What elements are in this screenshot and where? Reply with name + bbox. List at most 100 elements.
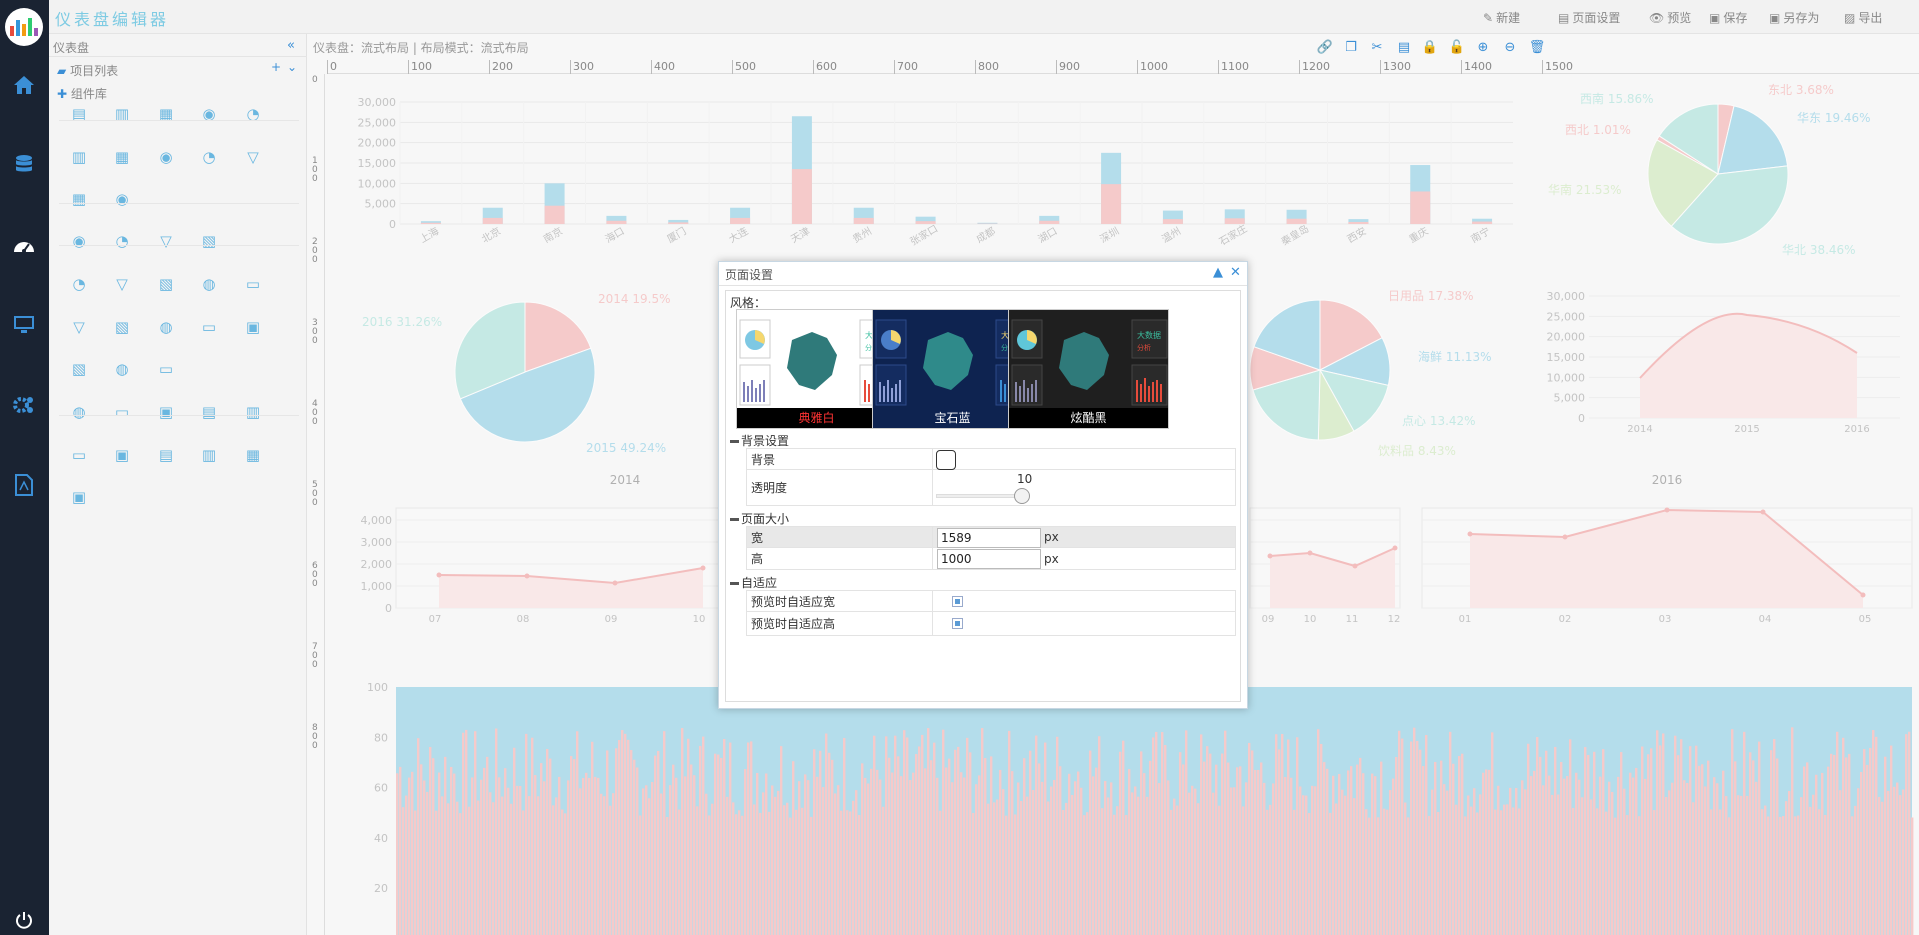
gears-icon[interactable] [9, 390, 39, 420]
export-button[interactable]: ▨ 导出 [1844, 9, 1882, 26]
bottom-bar [648, 798, 651, 935]
component-icon-12[interactable]: ◉ [115, 190, 129, 208]
component-icon-17[interactable]: ◔ [72, 275, 86, 293]
component-icon-29[interactable]: ▭ [158, 360, 174, 378]
bottom-bar [1647, 754, 1650, 935]
component-icon-37[interactable]: ▤ [158, 446, 174, 464]
bottom-bar [1233, 787, 1236, 935]
bottom-bar [516, 785, 519, 935]
page-settings-button[interactable]: ▤ 页面设置 [1558, 9, 1620, 26]
component-icon-7[interactable]: ▦ [114, 148, 130, 166]
bottom-bar [1191, 785, 1194, 935]
project-list[interactable]: ▰ 项目列表 [57, 62, 118, 79]
paste-icon[interactable]: ▤ [1397, 39, 1411, 55]
unlock-icon[interactable]: 🔓 [1448, 39, 1466, 55]
component-icon-31[interactable]: ▭ [114, 403, 130, 421]
bottom-bar [759, 812, 762, 935]
monitor-icon[interactable] [9, 310, 39, 340]
component-icon-13[interactable]: ◉ [72, 232, 86, 250]
component-icon-3[interactable]: ▦ [158, 105, 174, 123]
component-icon-38[interactable]: ▥ [201, 446, 217, 464]
component-icon-40[interactable]: ▣ [71, 488, 87, 506]
new-button[interactable]: ✎ 新建 [1483, 9, 1520, 26]
dashboard-icon[interactable] [9, 230, 39, 260]
bottom-bar [1656, 730, 1659, 935]
component-icon-27[interactable]: ▧ [71, 360, 87, 378]
size-section[interactable]: 页面大小 [730, 510, 789, 527]
bottom-bar [1392, 778, 1395, 935]
close-icon[interactable]: ✕ [1230, 265, 1241, 280]
link-icon[interactable]: 🔗 [1316, 39, 1334, 55]
cut-icon[interactable]: ✂ [1371, 39, 1383, 55]
component-icon-11[interactable]: ▦ [71, 190, 87, 208]
component-library[interactable]: ✚ 组件库 [57, 85, 107, 102]
bottom-bar [555, 797, 558, 935]
component-icon-20[interactable]: ◍ [202, 275, 216, 293]
collapse-icon[interactable]: « [287, 38, 295, 53]
component-icon-39[interactable]: ▦ [245, 446, 261, 464]
component-icon-23[interactable]: ▧ [114, 318, 130, 336]
component-icon-5[interactable]: ◔ [246, 105, 260, 123]
component-icon-4[interactable]: ◉ [202, 105, 216, 123]
adaptive-section[interactable]: 自适应 [730, 574, 777, 591]
home-icon[interactable] [9, 70, 39, 100]
component-icon-33[interactable]: ▤ [201, 403, 217, 421]
component-icon-32[interactable]: ▣ [158, 403, 174, 421]
bottom-bar [585, 772, 588, 935]
component-icon-9[interactable]: ◔ [202, 148, 216, 166]
bottom-bar [777, 790, 780, 935]
copy-icon[interactable]: ❐ [1345, 39, 1357, 55]
component-icon-36[interactable]: ▣ [114, 446, 130, 464]
add-icon[interactable]: + [271, 60, 282, 74]
bottom-bar [861, 763, 864, 935]
collapse-up-icon[interactable]: ▲ [1213, 265, 1223, 280]
preview-button[interactable]: 👁 预览 [1649, 9, 1691, 26]
component-icon-10[interactable]: ▽ [247, 148, 259, 166]
width-input[interactable] [937, 528, 1041, 548]
component-icon-25[interactable]: ▭ [201, 318, 217, 336]
zoom-out-icon[interactable]: ⊖ [1504, 39, 1516, 55]
component-icon-1[interactable]: ▤ [71, 105, 87, 123]
height-input[interactable] [937, 549, 1041, 569]
component-icon-28[interactable]: ◍ [115, 360, 129, 378]
expand-icon[interactable]: ⌄ [287, 60, 298, 74]
svg-text:分析: 分析 [1137, 343, 1151, 352]
page-settings-icon: ▤ [1558, 10, 1570, 25]
power-icon[interactable] [9, 905, 39, 935]
component-icon-34[interactable]: ▥ [245, 403, 261, 421]
fit-width-checkbox[interactable] [952, 596, 963, 607]
component-icon-24[interactable]: ◍ [159, 318, 173, 336]
background-color-picker[interactable] [936, 450, 956, 470]
component-icon-18[interactable]: ▽ [116, 275, 128, 293]
component-icon-14[interactable]: ◔ [115, 232, 129, 250]
component-icon-19[interactable]: ▧ [158, 275, 174, 293]
background-section[interactable]: 背景设置 [730, 432, 789, 449]
component-icon-2[interactable]: ▥ [114, 105, 130, 123]
trash-icon[interactable]: 🗑 [1528, 39, 1546, 55]
pdf-icon[interactable] [9, 470, 39, 500]
bottom-bar [870, 768, 873, 935]
lock-icon[interactable]: 🔒 [1421, 39, 1439, 55]
component-icon-35[interactable]: ▭ [71, 446, 87, 464]
opacity-slider-track[interactable] [936, 494, 1016, 498]
theme-cool-black[interactable]: 大数据 分析 炫酷黑 [1008, 309, 1169, 429]
component-icon-26[interactable]: ▣ [245, 318, 261, 336]
component-icon-30[interactable]: ◍ [72, 403, 86, 421]
database-icon[interactable] [9, 150, 39, 180]
fit-height-checkbox[interactable] [952, 618, 963, 629]
component-icon-22[interactable]: ▽ [73, 318, 85, 336]
opacity-slider-handle[interactable] [1014, 488, 1030, 504]
bottom-bar [666, 817, 669, 935]
component-icon-8[interactable]: ◉ [159, 148, 173, 166]
bottom-bar [768, 811, 771, 935]
component-icon-6[interactable]: ▥ [71, 148, 87, 166]
save-as-button[interactable]: ▣ 另存为 [1769, 9, 1819, 26]
component-icon-16[interactable]: ▧ [201, 232, 217, 250]
save-button[interactable]: ▣ 保存 [1709, 9, 1747, 26]
component-icon-15[interactable]: ▽ [160, 232, 172, 250]
zoom-in-icon[interactable]: ⊕ [1477, 39, 1489, 55]
bottom-bar [1365, 809, 1368, 935]
component-icon-21[interactable]: ▭ [245, 275, 261, 293]
